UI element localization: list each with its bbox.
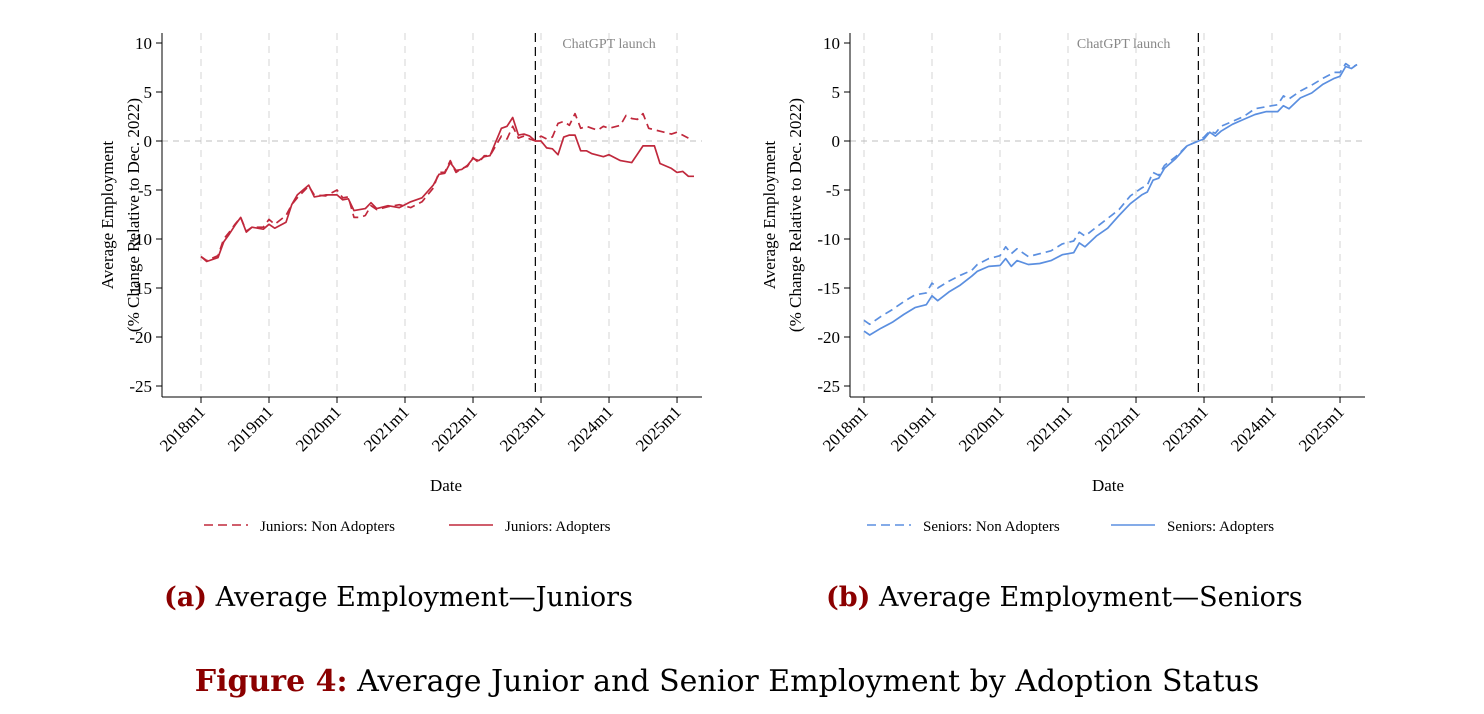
x-axis-label: Date [430,476,462,495]
panel-a-caption: (a) Average Employment—Juniors [164,582,633,613]
x-tick-label-6: 2024m1 [1227,402,1280,455]
y-tick-label-3: -5 [138,181,152,200]
legend-label-0: Seniors: Non Adopters [923,519,1060,535]
chatgpt-annotation: ChatGPT launch [1077,37,1170,52]
y-tick-label-0: 10 [135,34,152,53]
y-tick-label-6: -20 [817,328,840,347]
x-tick-label-4: 2022m1 [428,402,481,455]
x-tick-label-4: 2022m1 [1091,402,1144,455]
x-tick-label-2: 2020m1 [292,402,345,455]
panel-b-title: Average Employment—Seniors [879,582,1303,613]
y-tick-label-4: -10 [129,230,152,249]
y-axis-label-line-0: Average Employment [98,141,117,290]
y-tick-label-5: -15 [817,279,840,298]
x-tick-label-5: 2023m1 [496,402,549,455]
x-tick-label-0: 2018m1 [819,402,872,455]
y-tick-label-1: 5 [144,83,153,102]
legend-label-1: Seniors: Adopters [1167,519,1274,535]
x-tick-label-2: 2020m1 [955,402,1008,455]
panel-a-label: (a) [164,582,208,613]
y-tick-label-6: -20 [129,328,152,347]
y-tick-label-3: -5 [826,181,840,200]
figure-title: Average Junior and Senior Employment by … [357,664,1260,699]
x-tick-label-7: 2025m1 [632,402,685,455]
legend-label-0: Juniors: Non Adopters [260,519,395,535]
y-axis-label-line-1: (% Change Relative to Dec. 2022) [124,98,143,332]
y-tick-label-1: 5 [832,83,841,102]
figure-label: Figure 4: [194,664,348,699]
y-tick-label-4: -10 [817,230,840,249]
panel-a-title: Average Employment—Juniors [215,582,633,613]
x-tick-label-5: 2023m1 [1159,402,1212,455]
y-axis-label-line-0: Average Employment [760,141,779,290]
x-tick-label-1: 2019m1 [887,402,940,455]
y-axis-label-line-1: (% Change Relative to Dec. 2022) [786,98,805,332]
y-tick-label-5: -15 [129,279,152,298]
x-tick-label-6: 2024m1 [564,402,617,455]
y-tick-label-2: 0 [832,132,841,151]
x-tick-label-1: 2019m1 [224,402,277,455]
x-tick-label-7: 2025m1 [1295,402,1348,455]
series-line-non-adopters [200,112,689,262]
panel-b-label: (b) [826,582,871,613]
legend-label-1: Juniors: Adopters [505,519,611,535]
panel-b-caption: (b) Average Employment—Seniors [826,582,1303,613]
chatgpt-annotation: ChatGPT launch [562,37,655,52]
chart-panel-1: ChatGPT launch 10 5 0 -5 -10 -15 -20 -25 2018m1 20… [760,33,1365,535]
x-tick-label-3: 2021m1 [1023,402,1076,455]
x-axis-label: Date [1092,476,1124,495]
y-tick-label-7: -25 [129,377,152,396]
series-line-non-adopters [863,62,1358,326]
figure-caption: Figure 4: Average Junior and Senior Empl… [0,664,1454,699]
x-tick-label-0: 2018m1 [156,402,209,455]
series-line-adopters [863,63,1358,336]
series-line-adopters [200,116,694,263]
y-tick-label-7: -25 [817,377,840,396]
x-tick-label-3: 2021m1 [360,402,413,455]
y-tick-label-0: 10 [823,34,840,53]
y-tick-label-2: 0 [144,132,153,151]
